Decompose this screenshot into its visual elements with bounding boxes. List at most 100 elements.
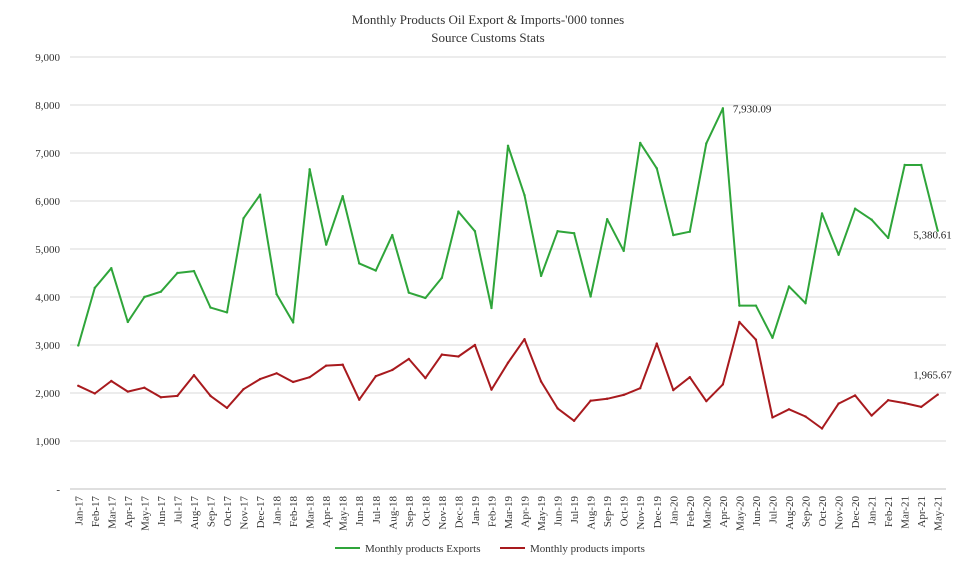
data-point <box>407 291 411 294</box>
x-tick-label: Jun-17 <box>156 496 168 526</box>
data-point <box>374 269 377 272</box>
series-lines <box>77 107 939 430</box>
data-point <box>358 398 361 401</box>
data-point <box>605 397 609 400</box>
x-tick-label: Jul-20 <box>767 496 779 524</box>
data-point <box>407 357 411 361</box>
data-point <box>853 207 857 210</box>
x-tick-label: Nov-18 <box>437 496 449 530</box>
x-tick-label: Mar-18 <box>305 496 317 529</box>
x-tick-label: Nov-17 <box>239 496 251 530</box>
data-point <box>936 229 939 232</box>
data-point <box>225 311 229 314</box>
data-point <box>457 210 460 213</box>
data-point <box>920 405 923 409</box>
legend-label-exports: Monthly products Exports <box>365 543 481 555</box>
data-point <box>771 416 774 419</box>
legend-label-imports: Monthly products imports <box>530 543 645 555</box>
legend: Monthly products Exports Monthly product… <box>335 543 645 555</box>
data-point <box>787 408 791 411</box>
y-axis-ticks: - 1,000 2,000 3,000 4,000 5,000 6,000 7,000 8,00… <box>35 52 60 496</box>
data-point <box>358 262 361 265</box>
data-label: 7,930.09 <box>733 103 772 115</box>
data-point <box>804 415 807 418</box>
data-point <box>93 286 96 290</box>
data-point <box>705 142 708 145</box>
data-annotations: 7,930.09 5,380.61 1,965.67 <box>733 103 952 381</box>
x-tick-label: Mar-17 <box>106 496 118 529</box>
x-tick-label: Aug-18 <box>387 496 399 530</box>
data-point <box>572 419 576 423</box>
data-point <box>804 302 807 305</box>
data-point <box>424 296 427 300</box>
data-point <box>886 399 890 402</box>
x-tick-label: May-18 <box>338 496 350 531</box>
x-tick-label: Dec-17 <box>255 496 267 529</box>
y-tick-label: - <box>56 484 60 496</box>
data-point <box>738 304 741 307</box>
data-point <box>920 163 923 167</box>
data-point <box>556 230 559 233</box>
x-tick-label: Dec-18 <box>453 496 465 529</box>
x-tick-label: Apr-20 <box>718 496 730 528</box>
data-point <box>556 407 559 410</box>
data-point <box>457 355 460 358</box>
x-tick-label: Jun-19 <box>553 496 565 526</box>
data-point <box>705 399 708 403</box>
x-tick-label: Mar-21 <box>900 496 912 529</box>
data-point <box>424 376 427 380</box>
data-point <box>275 292 278 296</box>
data-point <box>506 361 510 364</box>
data-point <box>655 167 658 170</box>
x-tick-label: Aug-20 <box>784 496 796 530</box>
data-point <box>870 218 873 221</box>
data-point <box>159 396 163 399</box>
x-tick-label: Sep-19 <box>602 496 614 528</box>
data-point <box>622 249 625 253</box>
data-point <box>870 414 873 417</box>
x-tick-label: Oct-17 <box>222 496 234 527</box>
chart-title: Monthly Products Oil Export & Imports-'0… <box>352 12 624 27</box>
data-point <box>903 401 906 405</box>
x-tick-label: Feb-19 <box>486 496 498 528</box>
x-tick-label: Jan-20 <box>668 496 680 526</box>
data-point <box>688 230 692 233</box>
data-point <box>639 387 642 390</box>
data-point <box>688 375 692 379</box>
y-tick-label: 1,000 <box>35 436 60 448</box>
data-point <box>754 304 758 307</box>
data-point <box>275 372 278 375</box>
x-tick-label: Jun-20 <box>751 496 763 526</box>
data-point <box>837 402 840 405</box>
data-point <box>539 380 543 383</box>
series-line-imports <box>77 321 939 430</box>
data-point <box>886 236 890 240</box>
data-point <box>192 374 196 377</box>
x-tick-label: Dec-20 <box>850 496 862 529</box>
x-tick-label: Jun-18 <box>354 496 366 526</box>
x-tick-label: Nov-20 <box>834 496 846 530</box>
data-point <box>622 393 625 397</box>
data-point <box>93 392 96 395</box>
data-point <box>473 343 477 347</box>
x-tick-label: Apr-17 <box>123 496 135 528</box>
data-point <box>242 217 245 220</box>
data-point <box>655 342 658 345</box>
x-tick-label: Jul-18 <box>371 496 383 524</box>
x-tick-label: May-17 <box>139 496 151 531</box>
data-label: 1,965.67 <box>913 370 952 382</box>
data-point <box>572 231 576 235</box>
data-point <box>126 390 130 393</box>
data-point <box>523 338 526 341</box>
data-point <box>77 344 80 347</box>
data-point <box>820 212 824 215</box>
y-tick-label: 5,000 <box>35 244 60 256</box>
data-point <box>523 194 526 197</box>
x-tick-label: Sep-17 <box>205 496 217 528</box>
y-tick-label: 9,000 <box>35 52 60 64</box>
x-axis-ticks: Jan-17 Feb-17 Mar-17 Apr-17 May-17 Jun-17 Jul-… <box>73 496 944 531</box>
data-point <box>473 230 477 233</box>
data-point <box>391 368 394 372</box>
data-point <box>589 295 592 298</box>
data-point <box>110 379 113 383</box>
